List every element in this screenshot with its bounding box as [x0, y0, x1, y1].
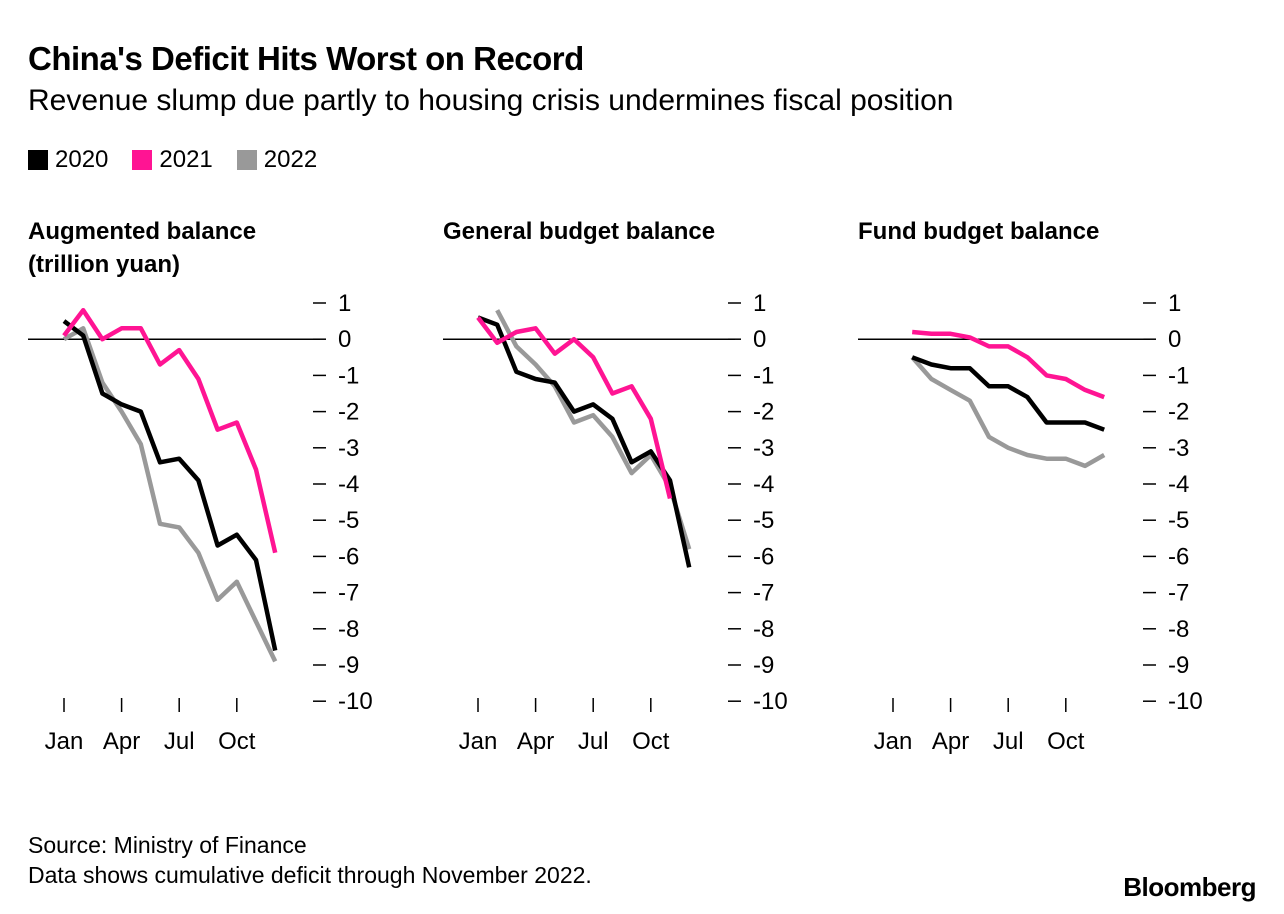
panel-3-y-tick-label-11: -9	[1168, 652, 1189, 679]
panel-1-y-tick-label-8: -6	[338, 543, 359, 570]
panel-1-y-tick-label-5: -3	[338, 435, 359, 462]
chart-subtitle: Revenue slump due partly to housing cris…	[28, 84, 954, 117]
panel-2-x-tick-label-1: Jan	[459, 728, 498, 755]
panel-2-series-2021-line	[476, 316, 673, 500]
panel-1-x-tick-label-1: Jan	[45, 728, 84, 755]
panel-3-series-2022-line	[910, 355, 1106, 469]
panel-2-y-tick-label-8: -6	[753, 543, 774, 570]
source-note: Source: Ministry of Finance	[28, 832, 307, 858]
panel-2-y-tick-label-12: -10	[753, 688, 788, 715]
panel-3-y-tick-label-4: -2	[1168, 399, 1189, 426]
panel-2-series-2022-line	[495, 309, 692, 550]
legend: 2020 2021 2022	[28, 146, 317, 174]
panel-2-y-tick-label-9: -7	[753, 580, 774, 607]
panel-1-y-tick-label-1: 1	[338, 290, 351, 317]
panel-3-y-tick-label-7: -5	[1168, 507, 1189, 534]
legend-swatch-2022	[236, 150, 257, 170]
panel-1-series-2020-line	[62, 319, 278, 651]
panel-2-x-tick-label-2: Apr	[517, 728, 554, 755]
panel-3-y-tick-label-5: -3	[1168, 435, 1189, 462]
panel-1-y-tick-label-10: -8	[338, 616, 359, 643]
panel-1-y-tick-label-6: -4	[338, 471, 359, 498]
legend-item-2022: 2022	[236, 146, 318, 174]
panel-2-y-tick-label-11: -9	[753, 652, 774, 679]
panel-3-title-line-1: Fund budget balance	[858, 218, 1099, 245]
panel-2-y-tick-label-7: -5	[753, 507, 774, 534]
panel-3-series-2021-line	[911, 329, 1105, 400]
panel-2-x-tick-label-4: Oct	[632, 728, 670, 755]
panel-3-series-2020-line	[911, 355, 1105, 432]
bloomberg-logo: Bloomberg	[1123, 872, 1256, 902]
panel-2-y-tick-label-10: -8	[753, 616, 774, 643]
panel-2-title-line-1: General budget balance	[443, 218, 715, 245]
panel-3-y-tick-label-1: 1	[1168, 290, 1181, 317]
panel-1-x-tick-label-2: Apr	[103, 728, 140, 755]
chart-title: China's Deficit Hits Worst on Record	[28, 40, 584, 77]
panel-1-y-tick-label-7: -5	[338, 507, 359, 534]
legend-label-2021: 2021	[159, 146, 213, 173]
legend-swatch-2020	[28, 150, 48, 170]
panel-3-y-tick-label-9: -7	[1168, 580, 1189, 607]
panel-1-y-tick-label-4: -2	[338, 399, 359, 426]
panel-3-y-tick-label-3: -1	[1168, 362, 1189, 389]
panel-3-y-tick-label-2: 0	[1168, 326, 1181, 353]
panel-1-y-tick-label-12: -10	[338, 688, 373, 715]
legend-item-2020: 2020	[28, 146, 108, 174]
panel-3-y-tick-label-8: -6	[1168, 543, 1189, 570]
panel-3-x-tick-label-4: Oct	[1047, 728, 1085, 755]
legend-label-2020: 2020	[55, 146, 109, 173]
panel-3-y-tick-label-12: -10	[1168, 688, 1203, 715]
panel-1-y-tick-label-3: -1	[338, 362, 359, 389]
panel-1-x-tick-label-3: Jul	[164, 728, 195, 755]
data-note: Data shows cumulative deficit through No…	[28, 862, 592, 888]
panel-1-y-tick-label-11: -9	[338, 652, 359, 679]
panel-3-x-tick-label-2: Apr	[932, 728, 969, 755]
panel-1-y-tick-label-9: -7	[338, 580, 359, 607]
panel-1-title-line-1: Augmented balance	[28, 218, 256, 245]
panel-2-y-tick-label-5: -3	[753, 435, 774, 462]
panel-3-y-tick-label-10: -8	[1168, 616, 1189, 643]
panel-2-y-tick-label-4: -2	[753, 399, 774, 426]
panel-3-y-tick-label-6: -4	[1168, 471, 1189, 498]
legend-swatch-2021	[132, 150, 153, 170]
legend-item-2021: 2021	[132, 146, 213, 174]
panel-3-x-tick-label-1: Jan	[874, 728, 913, 755]
panel-2-y-tick-label-3: -1	[753, 362, 774, 389]
panel-1-y-tick-label-2: 0	[338, 326, 351, 353]
legend-label-2022: 2022	[263, 146, 318, 173]
panel-2-series-2020-line	[477, 315, 692, 568]
panel-2-y-tick-label-2: 0	[753, 326, 766, 353]
panel-1-series-2022-line	[62, 326, 278, 663]
panel-2-y-tick-label-6: -4	[753, 471, 774, 498]
panel-1-series-2021-line	[62, 307, 278, 554]
panel-1-x-tick-label-4: Oct	[218, 728, 256, 755]
panel-2-x-tick-label-3: Jul	[578, 728, 609, 755]
panel-3-x-tick-label-3: Jul	[993, 728, 1024, 755]
panel-1-title-line-2: (trillion yuan)	[28, 251, 180, 278]
panel-2-y-tick-label-1: 1	[753, 290, 766, 317]
